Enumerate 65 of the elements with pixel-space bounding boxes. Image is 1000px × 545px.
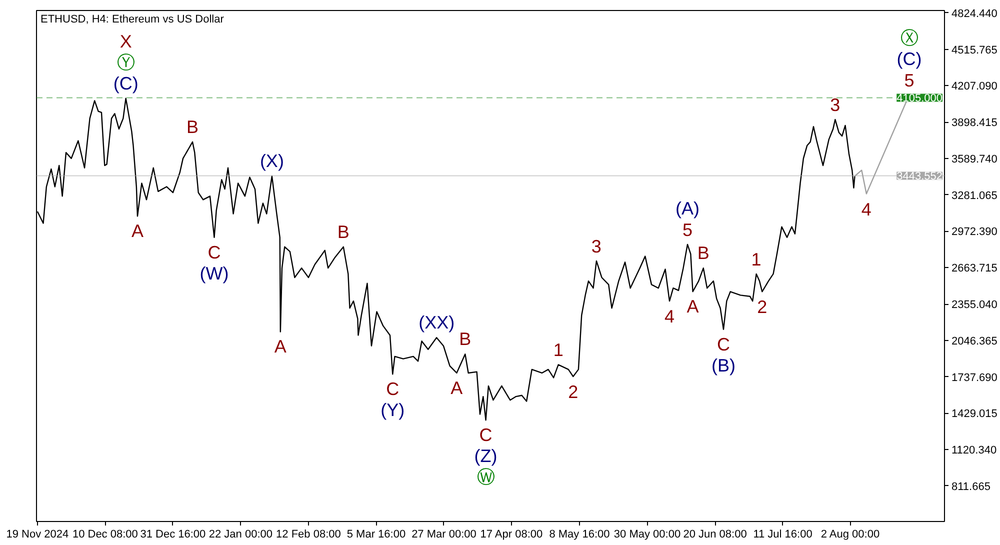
annotation: (B) [711, 355, 736, 376]
annotation: 2 [757, 297, 768, 318]
annotation: (X) [260, 151, 284, 172]
y-tick-label: 2046.365 [952, 335, 998, 348]
annotation: (Y) [380, 400, 405, 420]
annotation: 2 [568, 382, 578, 402]
annotation: (C) [113, 73, 138, 94]
annotation: C [208, 242, 221, 262]
y-tick-label: 3898.415 [952, 117, 998, 130]
x-tick-label: 5 Mar 16:00 [346, 528, 406, 540]
annotation: C [716, 334, 730, 354]
x-tick-label: 12 Feb 08:00 [276, 528, 341, 540]
annotation: (XX) [418, 312, 455, 333]
annotation: (W) [200, 263, 229, 284]
y-tick-label: 1120.340 [952, 444, 997, 457]
ref-line-label: 3443.552 [896, 170, 943, 183]
y-tick-label: 1429.015 [952, 408, 998, 420]
annotation: Ⓦ [476, 467, 495, 488]
annotation: A [686, 296, 699, 317]
y-tick-label: 4824.440 [952, 8, 998, 20]
annotation: C [386, 379, 400, 400]
annotation: C [479, 425, 492, 446]
annotation: (Z) [474, 446, 498, 466]
y-tick-label: 2972.390 [952, 226, 998, 238]
x-tick-label: 31 Dec 16:00 [140, 528, 206, 540]
annotation: (C) [896, 48, 922, 69]
annotation: 5 [682, 220, 692, 240]
annotation: A [131, 221, 144, 242]
annotation: 4 [664, 306, 675, 327]
annotation: 3 [830, 95, 840, 116]
x-tick-label: 30 May 00:00 [614, 528, 681, 540]
y-tick-label: 4515.765 [952, 44, 998, 56]
y-tick-label: 2663.715 [952, 262, 998, 275]
annotation: A [450, 378, 463, 398]
chart-title: ETHUSD, H4: Ethereum vs US Dollar [40, 14, 224, 26]
y-tick-label: 3281.065 [952, 190, 998, 202]
x-tick-label: 17 Apr 08:00 [480, 528, 543, 540]
annotation: Ⓨ [116, 52, 135, 72]
ref-line-label: 4105.000 [896, 92, 943, 105]
y-tick-label: 811.665 [952, 480, 990, 493]
y-tick-label: 1737.690 [952, 372, 998, 384]
annotation: 1 [553, 340, 564, 360]
annotation: B [337, 222, 350, 242]
y-tick-label: 3589.740 [952, 153, 998, 166]
x-tick-label: 10 Dec 08:00 [72, 528, 138, 540]
x-tick-label: 22 Jan 00:00 [208, 528, 273, 540]
x-tick-label: 11 Jul 16:00 [753, 528, 812, 540]
annotation: 3 [591, 236, 602, 256]
x-tick-label: 2 Aug 00:00 [820, 528, 880, 540]
annotation: 1 [751, 249, 762, 270]
annotation: B [697, 243, 710, 264]
y-tick-label: 2355.040 [952, 299, 998, 312]
annotation: 5 [904, 70, 914, 90]
x-tick-label: 20 Jun 08:00 [683, 528, 747, 540]
annotation: B [186, 116, 199, 137]
y-tick-label: 4207.090 [952, 80, 998, 93]
annotation: (A) [675, 198, 700, 218]
annotation: A [274, 336, 286, 357]
x-tick-label: 8 May 16:00 [549, 528, 610, 540]
annotation: Ⓧ [900, 28, 918, 48]
x-tick-label: 27 Mar 00:00 [412, 528, 476, 540]
annotation: B [459, 329, 472, 350]
annotation: 4 [861, 199, 872, 220]
annotation: X [120, 31, 132, 52]
x-tick-label: 19 Nov 2024 [6, 528, 69, 540]
